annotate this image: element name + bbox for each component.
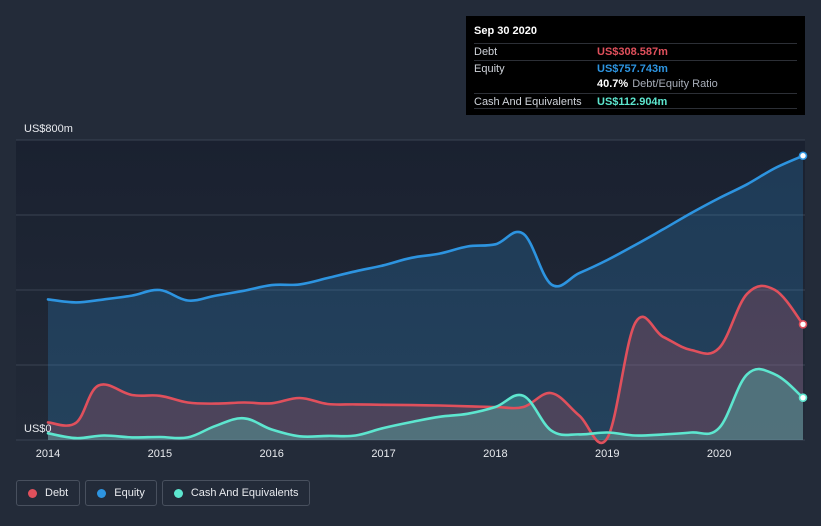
tooltip-ratio-label: Debt/Equity Ratio [632, 78, 718, 90]
x-tick-label: 2015 [148, 448, 172, 460]
cash-legend-dot-icon [173, 488, 183, 498]
cash-line [46, 367, 805, 440]
grid [16, 139, 805, 441]
x-tick-label: 2018 [483, 448, 507, 460]
legend-label-equity: Equity [114, 487, 145, 499]
cash-area [48, 368, 803, 440]
x-tick-label: 2014 [36, 448, 60, 460]
x-tick-label: 2019 [595, 448, 619, 460]
tooltip-row-cash: Cash And Equivalents US$112.904m [474, 92, 797, 109]
y-axis-top-label: US$800m [24, 123, 73, 135]
tooltip-row-equity: Equity US$757.743m [474, 59, 797, 77]
y-axis-bottom-label: US$0 [24, 423, 52, 435]
data-tooltip: Sep 30 2020 Debt US$308.587m Equity US$7… [466, 16, 805, 115]
tooltip-row-debt: Debt US$308.587m [474, 43, 797, 60]
tooltip-date: Sep 30 2020 [474, 25, 537, 37]
chart-legend: Debt Equity Cash And Equivalents [16, 480, 315, 506]
x-tick-label: 2016 [259, 448, 283, 460]
series-end-markers [798, 151, 808, 402]
equity-legend-dot-icon [97, 488, 107, 498]
debt-end-marker [798, 319, 808, 329]
legend-item-debt[interactable]: Debt [16, 480, 81, 506]
equity-line [46, 154, 805, 304]
tooltip-cash-label: Cash And Equivalents [474, 95, 582, 108]
tooltip-equity-value: US$757.743m [597, 62, 668, 75]
cash-end-marker [798, 393, 808, 402]
x-tick-label: 2020 [707, 448, 731, 460]
equity-end-marker [798, 151, 808, 161]
legend-label-cash: Cash And Equivalents [190, 487, 299, 499]
tooltip-ratio-value: 40.7% [597, 78, 629, 90]
legend-label-debt: Debt [45, 487, 69, 499]
legend-item-equity[interactable]: Equity [85, 480, 157, 506]
series-lines [46, 154, 805, 445]
x-axis-ticks: 2014 2015 2016 2017 2018 2019 2020 [36, 448, 732, 460]
tooltip-equity-label: Equity [474, 62, 505, 75]
tooltip-debt-value: US$308.587m [597, 46, 668, 58]
tooltip-row-ratio: 40.7% Debt/Equity Ratio [474, 76, 797, 93]
tooltip-cash-value: US$112.904m [597, 95, 668, 108]
x-tick-label: 2017 [371, 448, 395, 460]
equity-area [48, 155, 803, 441]
debt-line [46, 284, 805, 445]
legend-item-cash[interactable]: Cash And Equivalents [161, 480, 311, 506]
debt-legend-dot-icon [28, 488, 37, 498]
tooltip-debt-label: Debt [474, 46, 498, 58]
